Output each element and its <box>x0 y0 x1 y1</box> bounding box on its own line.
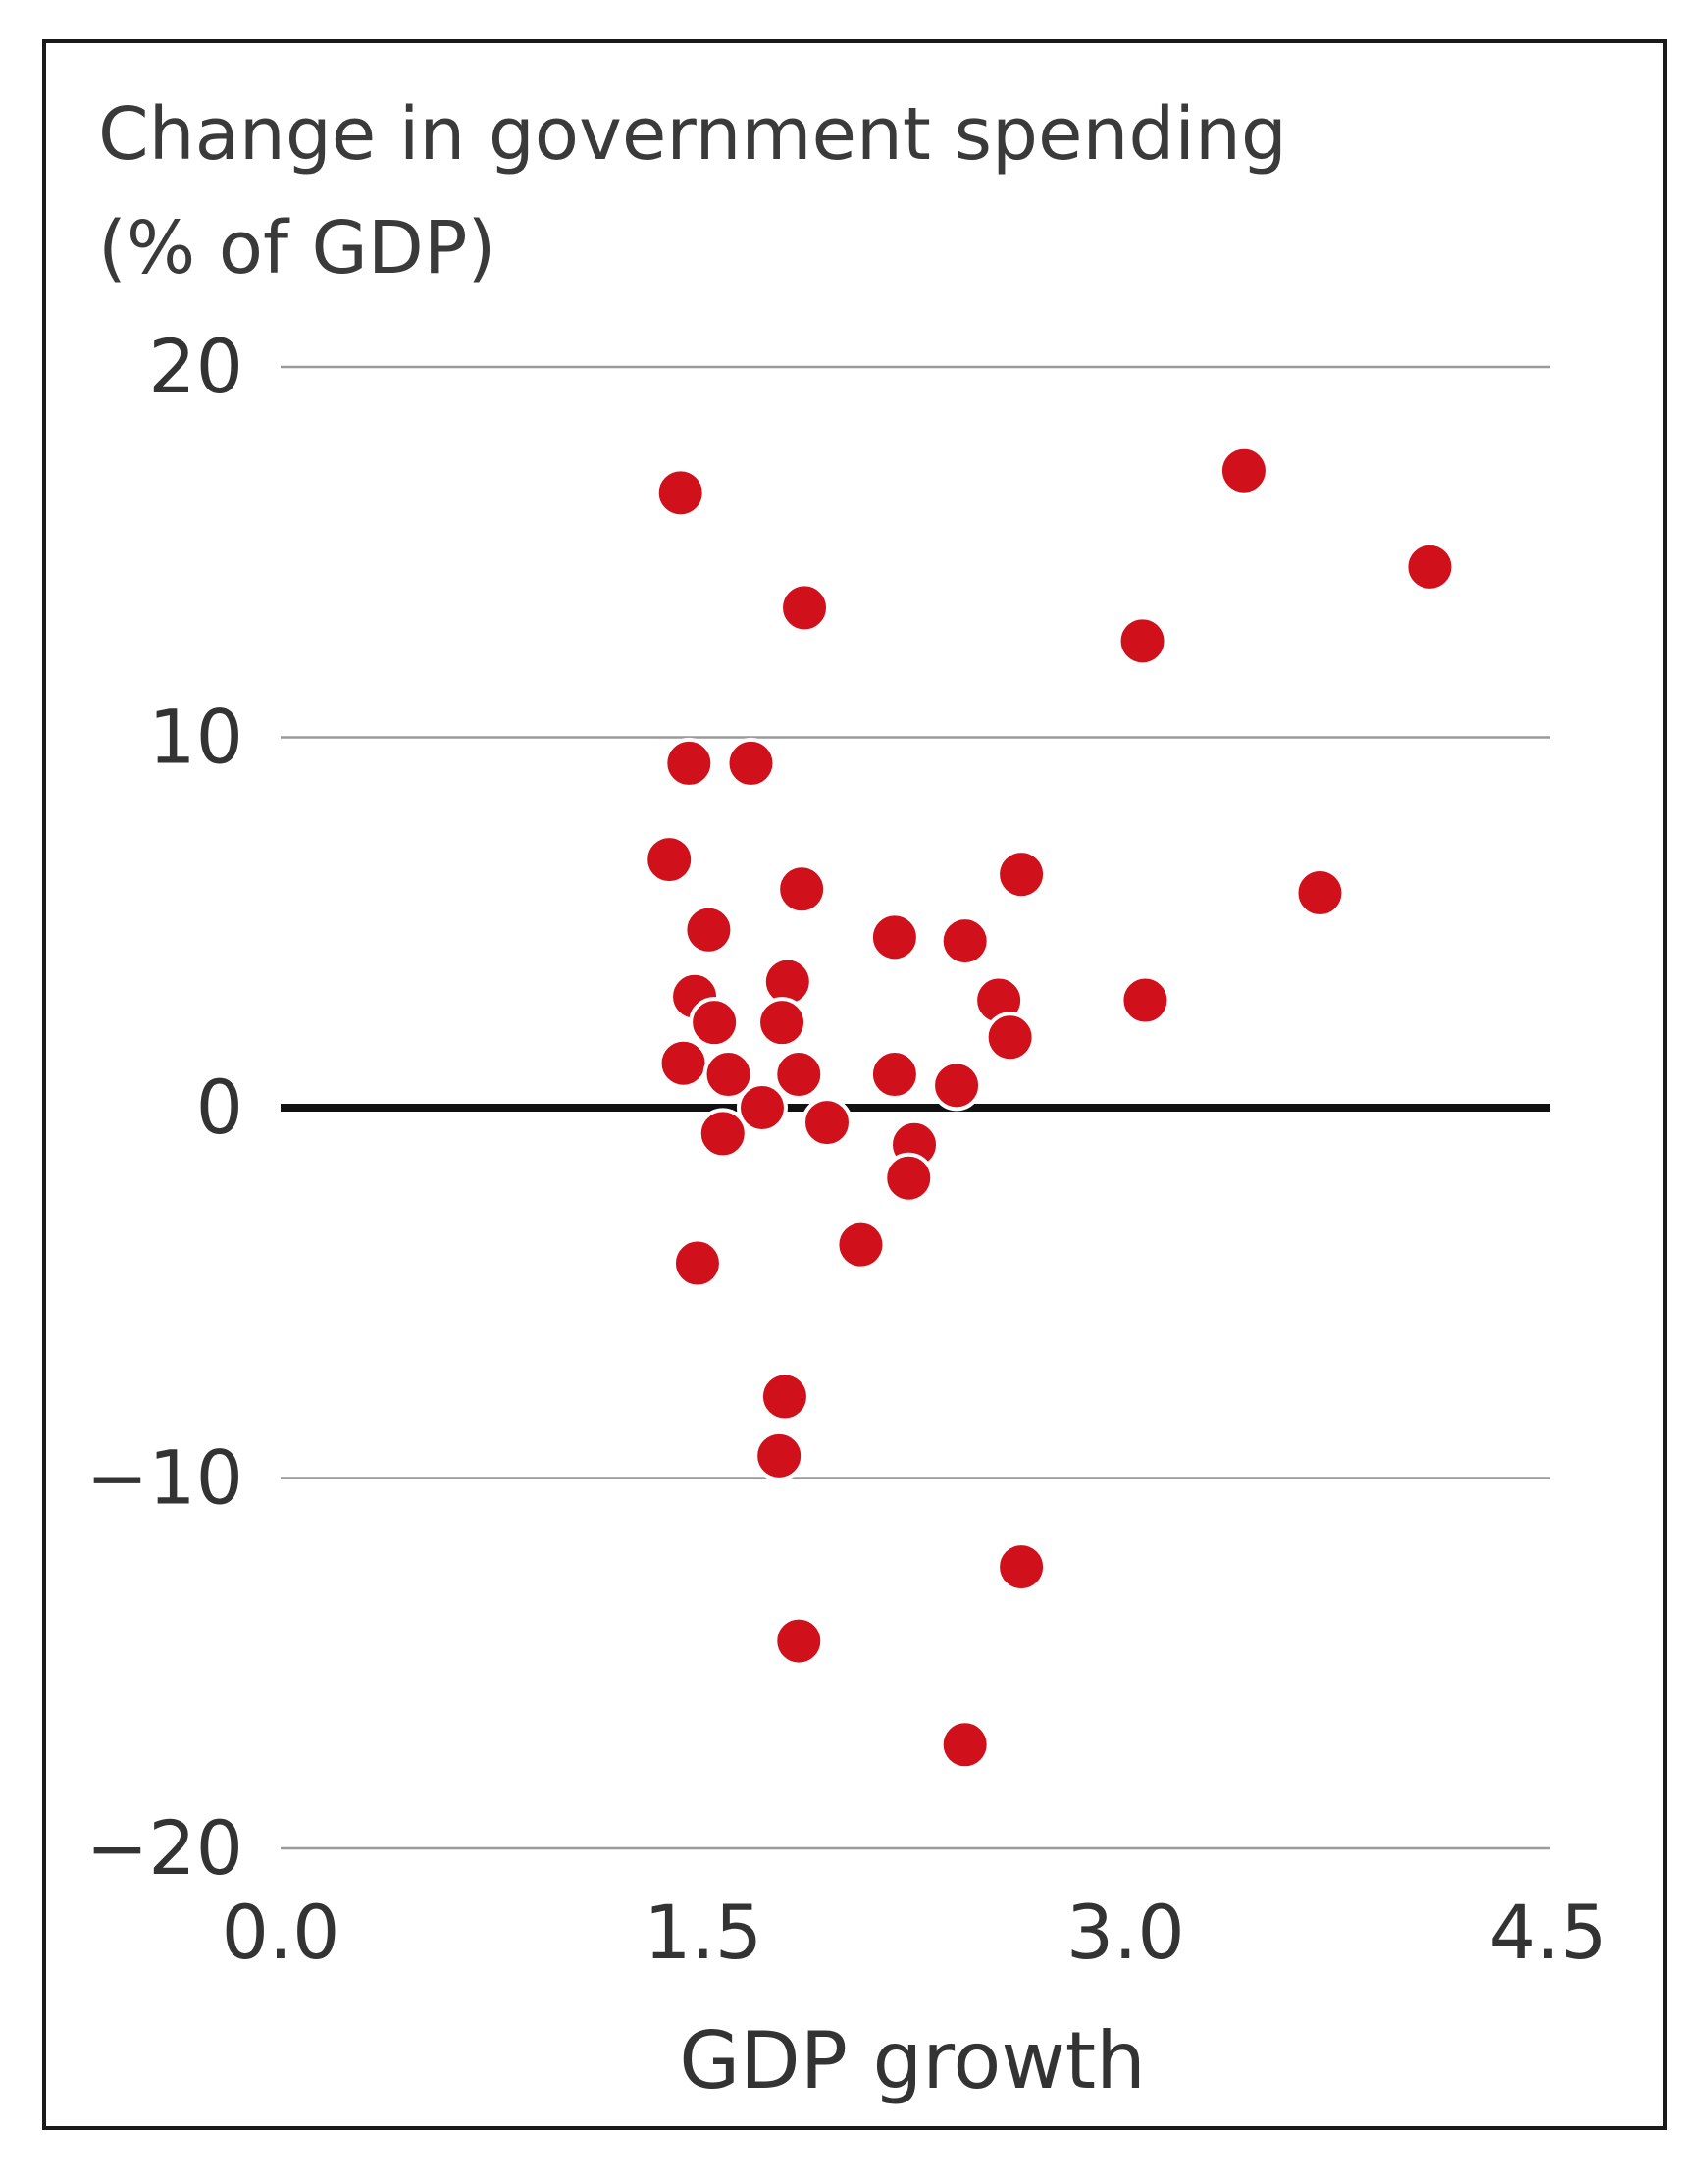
scatter-point <box>1404 541 1456 593</box>
scatter-point <box>868 911 920 963</box>
scatter-point <box>736 1082 788 1133</box>
x-axis-label: GDP growth <box>679 2015 1146 2106</box>
scatter-point <box>868 1049 920 1101</box>
scatter-point <box>1294 867 1346 919</box>
scatter-point <box>1217 444 1269 496</box>
scatter-point <box>758 1371 810 1423</box>
scatter-point <box>697 1108 749 1160</box>
scatter-point <box>939 915 991 967</box>
y-tick-label: 0 <box>196 1064 243 1151</box>
data-points <box>644 444 1456 1771</box>
scatter-point <box>654 467 706 519</box>
x-tick-label: 1.5 <box>644 1889 762 1976</box>
scatter-point <box>779 582 831 634</box>
scatter-point <box>644 834 696 886</box>
scatter-point <box>753 1429 805 1481</box>
scatter-point <box>689 997 741 1049</box>
y-tick-label: −20 <box>86 1804 243 1892</box>
scatter-point <box>1116 615 1168 667</box>
scatter-point <box>996 1541 1048 1593</box>
scatter-point <box>883 1152 935 1204</box>
scatter-point <box>773 1049 825 1101</box>
scatter-point <box>931 1060 983 1112</box>
chart-title-line-2: (% of GDP) <box>98 206 495 290</box>
scatter-point <box>801 1097 853 1149</box>
scatter-point <box>996 849 1048 901</box>
x-tick-label: 3.0 <box>1066 1889 1185 1976</box>
gridlines <box>281 365 1550 1850</box>
scatter-point <box>984 1012 1036 1064</box>
y-tick-label: 20 <box>148 323 243 410</box>
scatter-point <box>939 1719 991 1771</box>
scatter-point <box>683 904 735 956</box>
scatter-point <box>725 737 777 789</box>
chart-title-line-1: Change in government spending <box>98 92 1287 177</box>
scatter-point <box>773 1615 825 1667</box>
y-tick-label: −10 <box>86 1434 243 1522</box>
scatter-point <box>776 863 828 915</box>
scatter-point <box>756 997 808 1049</box>
scatter-point <box>702 1049 754 1101</box>
x-axis-ticks: 0.0 1.5 3.0 4.5 <box>222 1889 1608 1976</box>
scatter-point <box>1119 974 1171 1026</box>
scatter-point <box>657 1037 709 1089</box>
x-tick-label: 0.0 <box>222 1889 340 1976</box>
y-tick-label: 10 <box>148 694 243 781</box>
y-axis-ticks: 20 10 0 −10 −20 <box>86 323 243 1892</box>
x-tick-label: 4.5 <box>1489 1889 1608 1976</box>
scatter-point <box>671 1237 723 1289</box>
scatter-point <box>663 737 715 789</box>
scatter-point <box>835 1219 887 1271</box>
chart-frame <box>42 39 1667 2130</box>
